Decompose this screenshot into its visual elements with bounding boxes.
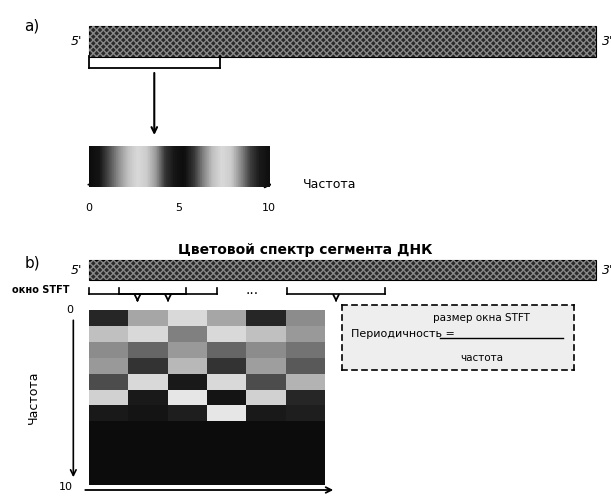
Text: ...: ...: [246, 283, 258, 297]
Bar: [89, 260, 596, 280]
Text: 10: 10: [262, 203, 276, 213]
Text: 10: 10: [59, 482, 73, 492]
Text: 0: 0: [67, 305, 73, 315]
Text: Частота: Частота: [302, 178, 356, 191]
Bar: [89, 26, 596, 57]
Text: Периодичность =: Периодичность =: [351, 329, 455, 339]
Text: Частота: Частота: [27, 371, 40, 424]
Text: частота: частота: [460, 354, 503, 364]
Text: Цветовой спектр сегмента ДНК: Цветовой спектр сегмента ДНК: [178, 244, 433, 258]
Text: 5: 5: [175, 203, 182, 213]
Text: 5': 5': [71, 35, 82, 48]
Bar: [89, 260, 596, 280]
Text: 3': 3': [602, 264, 611, 276]
Text: b): b): [24, 255, 40, 270]
Text: 3': 3': [602, 35, 611, 48]
Bar: [89, 26, 596, 57]
Text: размер окна STFT: размер окна STFT: [433, 313, 530, 323]
Text: окно STFT: окно STFT: [12, 285, 70, 295]
Text: 0: 0: [85, 203, 92, 213]
Text: a): a): [24, 18, 40, 33]
Text: 5': 5': [71, 264, 82, 276]
